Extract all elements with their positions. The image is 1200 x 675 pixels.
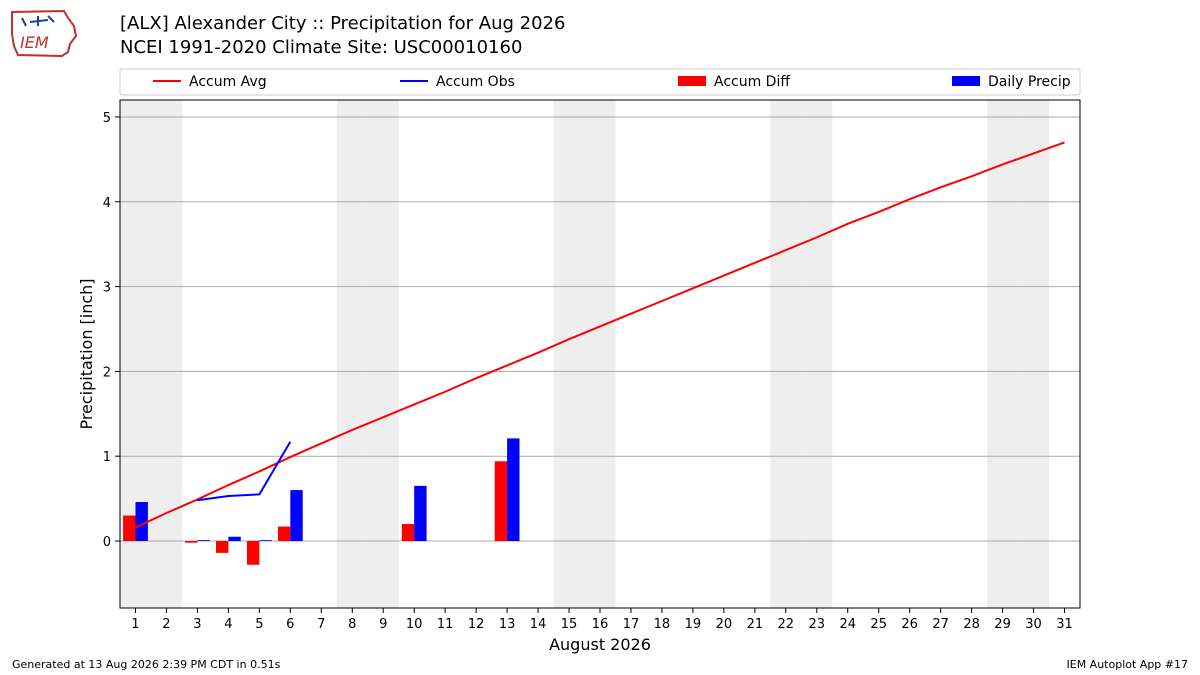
daily-precip-bar-day-13 — [507, 438, 520, 542]
daily-precip-bar-day-4 — [228, 536, 241, 542]
x-tick-label: 2 — [162, 617, 170, 632]
x-tick-label: 27 — [932, 617, 949, 632]
weekend-shade-day-9 — [367, 100, 399, 608]
bars — [123, 438, 520, 565]
autoplot-app-label: IEM Autoplot App #17 — [1066, 658, 1189, 671]
weekend-shade-day-23 — [801, 100, 833, 608]
x-tick-label: 14 — [530, 617, 547, 632]
x-tick-label: 8 — [348, 617, 356, 632]
weekend-shade-day-15 — [553, 100, 585, 608]
x-tick-label: 3 — [193, 617, 201, 632]
x-tick-label: 6 — [286, 617, 294, 632]
y-tick-label: 5 — [103, 111, 111, 126]
weekend-shade-day-2 — [150, 100, 182, 608]
iowa-state-outline — [11, 9, 78, 58]
legend-swatch-3 — [952, 76, 980, 86]
weekend-shade-day-8 — [336, 100, 368, 608]
accum-diff-bar-day-3 — [185, 541, 198, 543]
accum-diff-bar-day-4 — [216, 541, 229, 553]
x-tick-label: 9 — [379, 617, 387, 632]
daily-precip-bar-day-10 — [414, 485, 427, 542]
x-axis-label: August 2026 — [549, 635, 651, 654]
y-tick-label: 1 — [103, 450, 111, 465]
x-tick-label: 22 — [778, 617, 795, 632]
x-tick-label: 5 — [255, 617, 263, 632]
gridlines — [120, 116, 1080, 542]
weather-icon — [21, 15, 55, 27]
x-tick-label: 20 — [716, 617, 733, 632]
chart-subtitle: NCEI 1991-2020 Climate Site: USC00010160 — [120, 37, 523, 58]
daily-precip-bar-day-3 — [197, 540, 210, 542]
x-tick-label: 7 — [317, 617, 325, 632]
generated-timestamp: Generated at 13 Aug 2026 2:39 PM CDT in … — [12, 658, 281, 671]
y-tick-label: 3 — [103, 281, 111, 296]
y-axis-label: Precipitation [inch] — [77, 278, 96, 429]
x-tick-label: 30 — [1025, 617, 1042, 632]
daily-precip-bar-day-5 — [259, 540, 272, 542]
x-tick-label: 25 — [870, 617, 887, 632]
x-tick-label: 12 — [468, 617, 485, 632]
accum-diff-bar-day-6 — [277, 526, 291, 542]
weekend-shade-day-29 — [987, 100, 1019, 608]
legend-label-0: Accum Avg — [189, 74, 267, 90]
x-tick-label: 26 — [901, 617, 918, 632]
weekend-shade-day-16 — [584, 100, 616, 608]
chart-title: [ALX] Alexander City :: Precipitation fo… — [120, 13, 566, 34]
accum-diff-bar-day-13 — [494, 461, 508, 542]
daily-precip-bar-day-1 — [135, 501, 148, 542]
legend-label-2: Accum Diff — [714, 74, 790, 90]
weekend-shade-day-30 — [1018, 100, 1050, 608]
x-tick-label: 15 — [561, 617, 578, 632]
accum-diff-bar-day-5 — [246, 541, 260, 565]
legend-label-3: Daily Precip — [988, 74, 1071, 90]
lines — [135, 141, 1065, 529]
x-tick-label: 11 — [437, 617, 454, 632]
y-tick-label: 0 — [103, 535, 111, 550]
x-tick-label: 4 — [224, 617, 232, 632]
daily-precip-bar-day-6 — [290, 490, 303, 542]
x-tick-label: 16 — [592, 617, 609, 632]
accum-diff-bar-day-10 — [401, 524, 415, 542]
accum-obs-line — [197, 441, 292, 502]
legend: Accum Avg Accum Obs Accum Diff Daily Precip — [119, 68, 1081, 96]
legend-label-1: Accum Obs — [436, 74, 515, 90]
iem-logo: IEM — [11, 9, 78, 58]
x-tick-label: 21 — [747, 617, 764, 632]
x-tick-label: 17 — [623, 617, 640, 632]
x-tick-label: 1 — [131, 617, 139, 632]
legend-box — [119, 68, 1081, 96]
y-tick-label: 2 — [103, 365, 111, 380]
x-tick-label: 23 — [809, 617, 826, 632]
x-tick-label: 29 — [994, 617, 1011, 632]
weekend-shade-day-22 — [770, 100, 802, 608]
x-tick-label: 13 — [499, 617, 516, 632]
x-tick-label: 19 — [685, 617, 702, 632]
x-tick-label: 31 — [1056, 617, 1073, 632]
x-tick-label: 28 — [963, 617, 980, 632]
x-tick-label: 24 — [839, 617, 856, 632]
legend-swatch-2 — [678, 76, 706, 86]
x-tick-label: 10 — [406, 617, 423, 632]
logo-text: IEM — [20, 33, 49, 52]
x-tick-label: 18 — [654, 617, 671, 632]
accum-avg-line — [135, 141, 1065, 529]
accum-diff-bar-day-1 — [123, 515, 136, 542]
y-tick-label: 4 — [103, 196, 111, 211]
weekend-shading — [120, 100, 1050, 608]
